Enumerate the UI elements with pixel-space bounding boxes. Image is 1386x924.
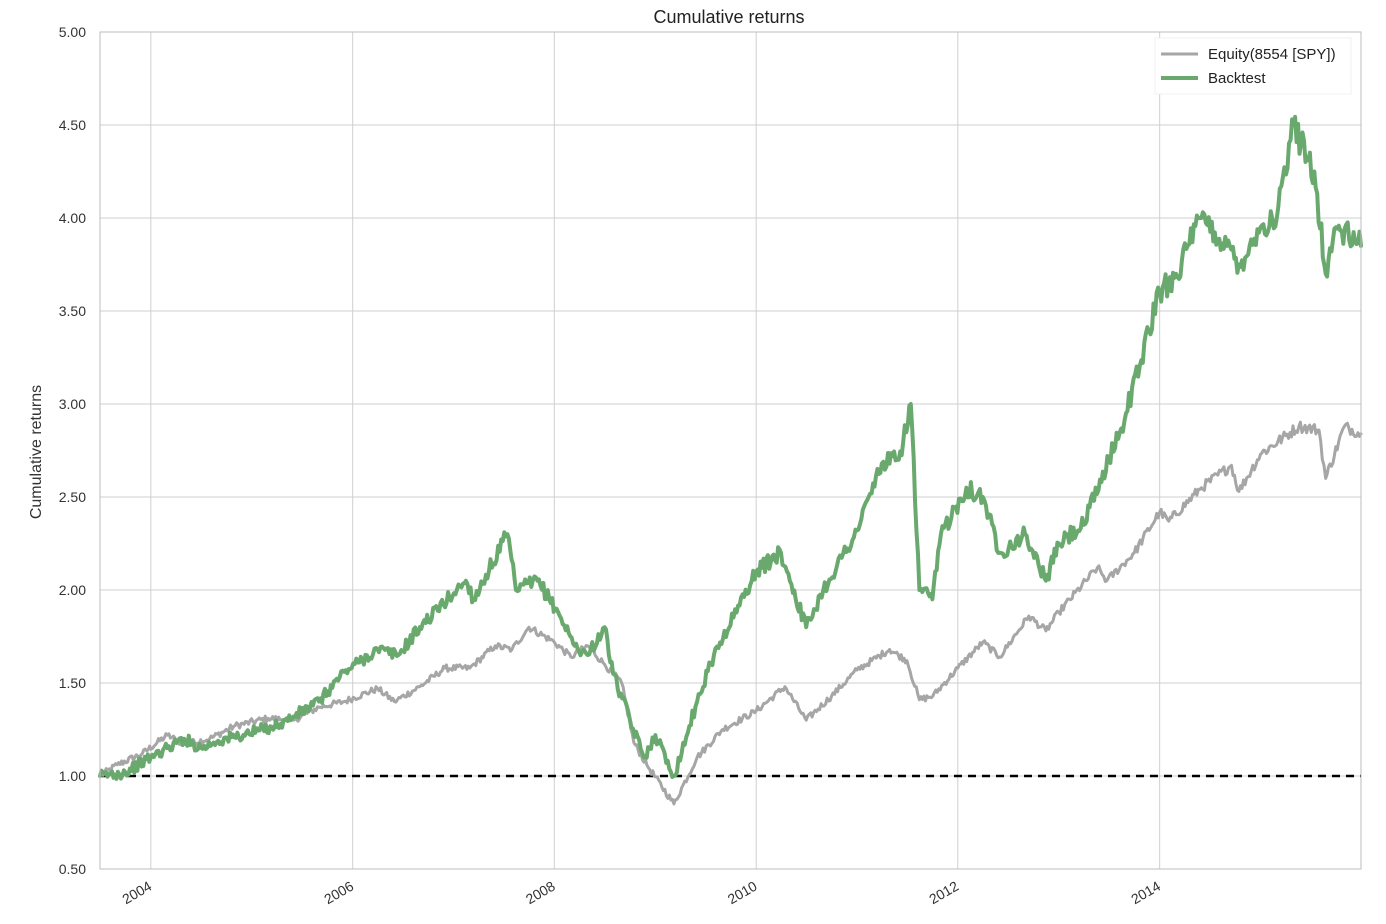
y-tick-label: 3.50	[59, 303, 86, 319]
series-lines	[98, 114, 1363, 806]
y-tick-label: 1.00	[59, 768, 86, 784]
legend-label: Equity(8554 [SPY])	[1208, 46, 1336, 63]
plot-area-border	[99, 31, 1362, 870]
legend: Equity(8554 [SPY]) Backtest	[1154, 37, 1352, 95]
chart-title: Cumulative returns	[653, 7, 804, 27]
legend-box	[1154, 37, 1352, 95]
y-tick-label: 2.00	[59, 582, 86, 598]
legend-label: Backtest	[1208, 70, 1266, 87]
grid-lines	[100, 31, 1361, 870]
y-tick-label: 3.00	[59, 396, 86, 412]
plot-frame	[99, 31, 1362, 870]
y-tick-label: 1.50	[59, 675, 86, 691]
y-tick-label: 2.50	[59, 489, 86, 505]
y-axis-ticks: 0.50 1.00 1.50 2.00 2.50 3.00 3.50 4.00 4.50 5.00	[59, 24, 86, 877]
y-tick-label: 4.00	[59, 210, 86, 226]
y-tick-label: 5.00	[59, 24, 86, 40]
y-tick-label: 0.50	[59, 861, 86, 877]
y-tick-label: 4.50	[59, 117, 86, 133]
y-axis-title: Cumulative returns	[28, 385, 45, 519]
series-line-backtest	[98, 114, 1363, 781]
